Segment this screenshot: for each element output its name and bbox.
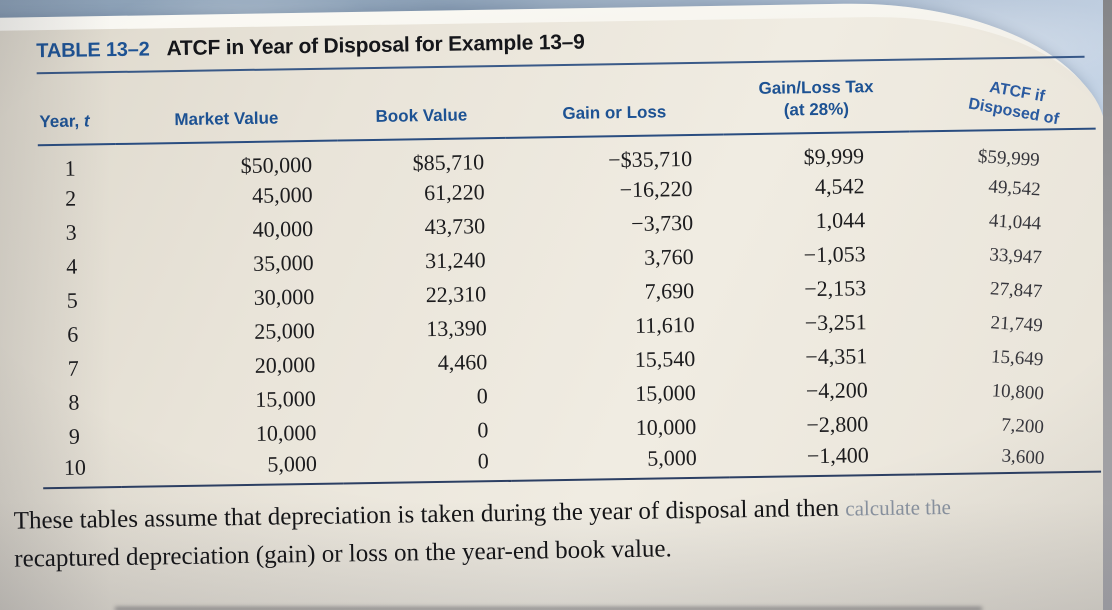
column-header: Gain/Loss Tax (at 28%) <box>722 60 910 134</box>
column-header: Market Value <box>114 69 338 144</box>
column-header: Gain or Loss <box>504 63 724 138</box>
footnote-text: These tables assume that depreciation is… <box>13 494 846 535</box>
table-cell: 35,000 <box>252 249 314 276</box>
table-cell: 41,044 <box>988 209 1042 235</box>
table-cell: 30,000 <box>253 283 315 310</box>
table-cell: −2,800 <box>806 410 869 437</box>
table-cell: 15,540 <box>634 345 696 372</box>
table-cell: −4,200 <box>805 376 868 403</box>
table-cell: 5,000 <box>647 444 697 471</box>
table-cell: 10,000 <box>635 413 697 440</box>
table-cell: 15,000 <box>255 385 316 412</box>
table-cell: −$35,710 <box>607 145 693 172</box>
book-page: TABLE 13–2 ATCF in Year of Disposal for E… <box>0 13 1112 610</box>
table-cell: 4 <box>66 253 78 279</box>
table-cell: 49,542 <box>987 175 1042 201</box>
table-cell: 3,600 <box>1001 445 1046 470</box>
table-cell: 7,690 <box>644 277 695 304</box>
table-cell: 21,749 <box>989 311 1044 336</box>
table-cell: 11,610 <box>634 311 695 338</box>
table-cell: 27,847 <box>989 277 1043 302</box>
cutoff-rule <box>115 607 982 610</box>
table-cell: −4,351 <box>805 342 868 369</box>
table-cell: 10,800 <box>990 379 1045 404</box>
table-cell: 2 <box>64 185 77 211</box>
table-cell: 6 <box>67 321 79 347</box>
table-cell: −3,251 <box>804 308 867 335</box>
table-cell: 0 <box>477 416 489 442</box>
column-header: Year, t <box>36 73 116 145</box>
table-cell: 40,000 <box>252 215 314 242</box>
atcf-table: Year, t Market Value Book Value Gain or Los… <box>36 57 1102 489</box>
table-cell: −16,220 <box>619 175 693 202</box>
table-cell: $85,710 <box>412 148 485 175</box>
table-cell: 5 <box>66 287 78 313</box>
footnote-text-faded: calculate the <box>845 494 951 521</box>
table-cell: 4,542 <box>814 172 865 199</box>
table-cell: 20,000 <box>254 351 316 378</box>
table-caption: TABLE 13–2 ATCF in Year of Disposal for E… <box>36 23 1084 63</box>
table-cell: 33,947 <box>988 243 1043 269</box>
table-cell: 1,044 <box>815 206 866 233</box>
table-cell: 15,649 <box>990 345 1044 370</box>
table-cell: 1 <box>64 155 76 181</box>
table-cell: 0 <box>476 382 488 408</box>
table-cell: −1,053 <box>803 240 866 267</box>
table-number-label: TABLE 13–2 <box>36 38 150 63</box>
footnote-text: recaptured depreciation (gain) or loss o… <box>14 534 673 573</box>
table-cell: 0 <box>477 448 490 474</box>
table-cell: 45,000 <box>251 181 313 208</box>
book-edge <box>1103 0 1112 610</box>
table-cell: $59,999 <box>977 145 1041 171</box>
table-cell: 25,000 <box>254 317 315 344</box>
table-cell: 61,220 <box>423 178 485 205</box>
table-footnote: These tables assume that depreciation is… <box>13 485 1092 577</box>
table-cell: 43,730 <box>424 212 486 239</box>
table-cell: 4,460 <box>437 348 488 375</box>
table-cell: $9,999 <box>803 142 865 169</box>
table-cell: 10 <box>63 454 87 480</box>
table-cell: −1,400 <box>806 442 869 469</box>
table-cell: 22,310 <box>425 280 487 307</box>
table-cell: 13,390 <box>426 314 487 341</box>
column-header: Book Value <box>336 66 506 141</box>
table-cell: 7 <box>67 355 79 381</box>
table-cell: −3,730 <box>630 209 694 236</box>
table-cell: $50,000 <box>240 151 313 178</box>
table-cell: 31,240 <box>424 246 486 273</box>
table-cell: 3,760 <box>643 243 694 270</box>
table-cell: 8 <box>68 389 80 415</box>
table-cell: 10,000 <box>255 419 317 446</box>
table-title: ATCF in Year of Disposal for Example 13–… <box>166 30 585 61</box>
column-header: ATCF if Disposed of <box>908 57 1096 132</box>
table-cell: 3 <box>65 219 77 245</box>
table-cell: 5,000 <box>267 450 318 477</box>
table-cell: 9 <box>68 423 81 449</box>
table-cell: −2,153 <box>804 274 867 301</box>
table-cell: 7,200 <box>1000 413 1045 438</box>
page-content: TABLE 13–2 ATCF in Year of Disposal for E… <box>0 13 1112 577</box>
table-cell: 15,000 <box>635 379 696 406</box>
